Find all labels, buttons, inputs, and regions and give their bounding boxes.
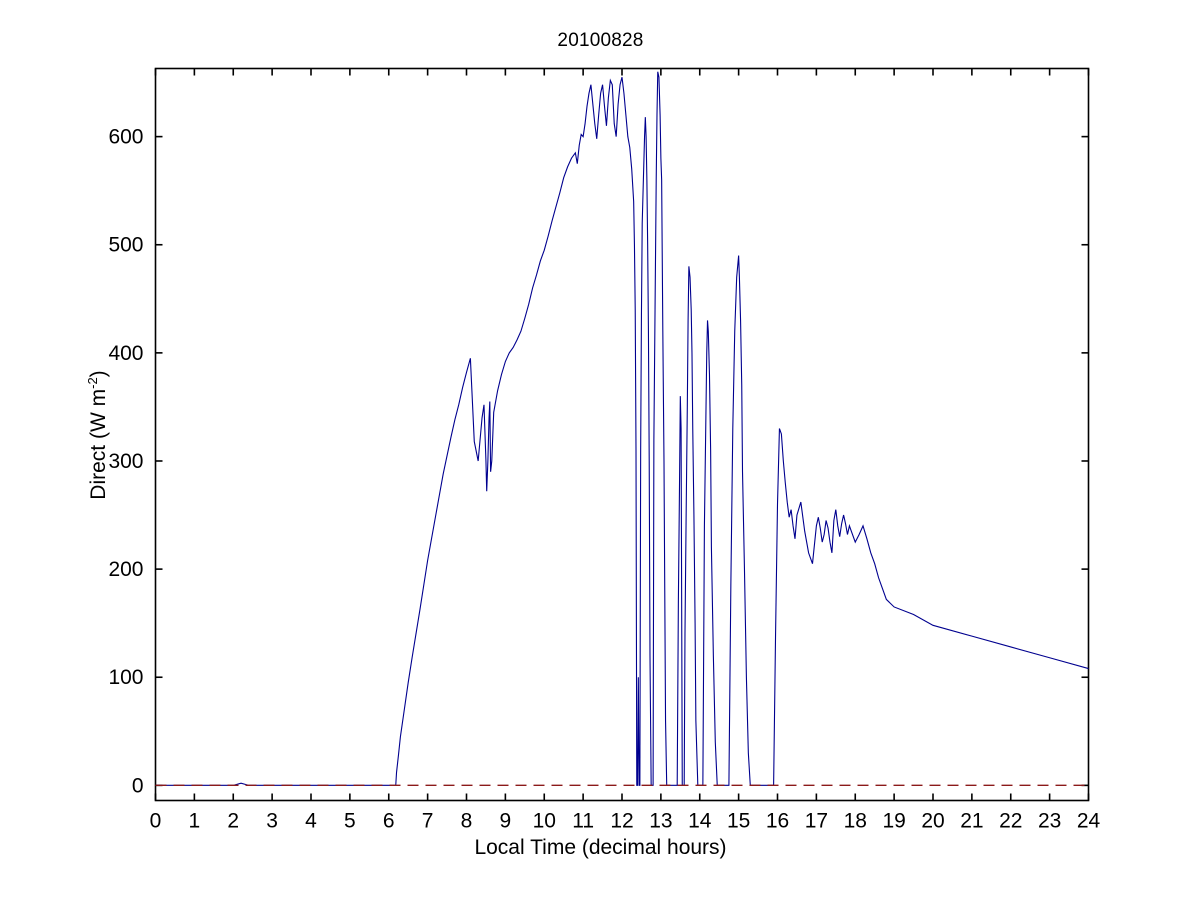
y-axis-label-tail: ) <box>87 370 110 378</box>
x-tick-label: 17 <box>805 810 828 833</box>
x-tick-label: 9 <box>500 810 512 833</box>
x-tick-label: 12 <box>610 810 633 833</box>
series-line <box>155 71 1089 786</box>
x-tick-label: 22 <box>999 810 1022 833</box>
x-tick-label: 16 <box>766 810 789 833</box>
y-tick-label: 100 <box>108 666 143 689</box>
y-axis-label-main: Direct (W m <box>87 388 110 500</box>
x-tick-label: 1 <box>189 810 201 833</box>
x-tick-label: 4 <box>305 810 317 833</box>
x-tick-label: 3 <box>266 810 278 833</box>
y-tick-label: 600 <box>108 126 143 149</box>
chart-title: 20100828 <box>557 30 644 51</box>
y-tick-label: 400 <box>108 342 143 365</box>
x-tick-label: 24 <box>1077 810 1101 833</box>
y-tick-label: 500 <box>108 234 143 257</box>
x-tick-label: 10 <box>533 810 556 833</box>
tick-labels: 0 1 2 3 4 5 6 7 8 9 10 11 12 13 14 15 16 17 18 19 20 21 22 23 24… <box>108 126 1100 833</box>
x-tick-label: 23 <box>1038 810 1061 833</box>
y-tick-label: 300 <box>108 450 143 473</box>
x-tick-label: 8 <box>461 810 473 833</box>
x-axis-label: Local Time (decimal hours) <box>474 836 727 859</box>
x-tick-label: 5 <box>344 810 356 833</box>
x-tick-label: 14 <box>688 810 712 833</box>
x-tick-label: 15 <box>727 810 750 833</box>
tick-marks <box>154 68 1090 801</box>
y-tick-label: 200 <box>108 558 143 581</box>
x-tick-label: 21 <box>960 810 983 833</box>
axes-box <box>154 67 1090 802</box>
x-tick-label: 7 <box>422 810 434 833</box>
x-tick-label: 13 <box>649 810 672 833</box>
x-tick-label: 18 <box>844 810 867 833</box>
y-tick-label: 0 <box>132 774 144 797</box>
y-axis-label: Direct (W m-2) <box>85 75 111 795</box>
data-series <box>155 71 1089 787</box>
x-tick-label: 11 <box>572 810 594 833</box>
x-tick-label: 6 <box>383 810 395 833</box>
x-tick-label: 19 <box>882 810 905 833</box>
x-tick-label: 20 <box>921 810 944 833</box>
x-tick-label: 0 <box>150 810 162 833</box>
y-axis-label-exponent: -2 <box>85 377 100 389</box>
x-tick-label: 2 <box>227 810 239 833</box>
